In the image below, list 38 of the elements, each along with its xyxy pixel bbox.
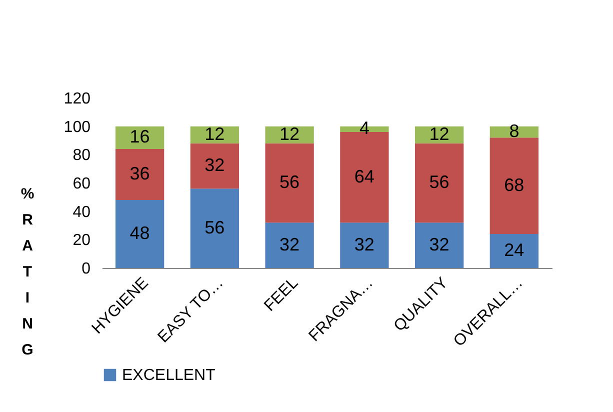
bar [265, 143, 314, 223]
y-tick-label: 80 [72, 147, 91, 164]
data-label: 16 [130, 126, 150, 147]
data-label: 56 [280, 172, 300, 192]
bar [190, 143, 240, 189]
data-label: 12 [429, 124, 450, 144]
data-label: 56 [429, 172, 450, 192]
y-tick-label: 120 [64, 90, 91, 108]
y-axis-title: % RATING [20, 186, 34, 358]
bar [190, 188, 240, 268]
bar [115, 149, 164, 200]
data-label: 64 [354, 166, 374, 186]
legend-label: EXCELLENT [122, 367, 216, 384]
y-tick-label: 40 [72, 204, 91, 221]
bar [414, 222, 464, 268]
y-tick-label: 20 [72, 232, 91, 250]
bar [115, 200, 164, 268]
data-label: 8 [509, 121, 520, 141]
data-label: 48 [130, 223, 150, 243]
bar [340, 132, 389, 223]
data-label: 32 [429, 234, 450, 254]
y-tick-label: 60 [72, 176, 91, 192]
data-label: 32 [280, 234, 300, 254]
bar [265, 222, 314, 268]
data-label: 12 [204, 124, 225, 144]
y-tick-label: 0 [82, 260, 91, 278]
data-label: 36 [130, 164, 150, 184]
data-label: 32 [204, 155, 225, 175]
bar [490, 234, 539, 268]
data-label: 68 [504, 174, 524, 195]
data-label: 32 [354, 234, 374, 254]
bar [414, 143, 464, 223]
data-label: 56 [204, 217, 225, 238]
bar [340, 222, 389, 268]
data-label: 24 [504, 240, 524, 260]
bar [490, 138, 539, 234]
data-label: 12 [280, 124, 300, 144]
y-tick-label: 100 [64, 118, 91, 136]
